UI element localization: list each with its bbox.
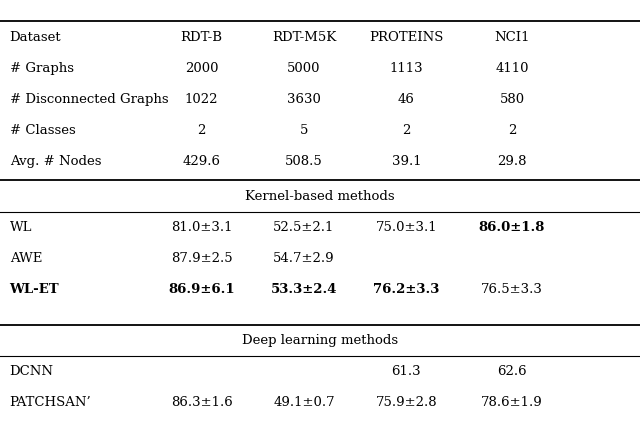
- Text: 580: 580: [499, 93, 525, 106]
- Text: 1022: 1022: [185, 93, 218, 106]
- Text: # Disconnected Graphs: # Disconnected Graphs: [10, 93, 168, 106]
- Text: 75.9±2.8: 75.9±2.8: [376, 396, 437, 409]
- Text: Dataset: Dataset: [10, 31, 61, 44]
- Text: 78.6±1.9: 78.6±1.9: [481, 396, 543, 409]
- Text: 29.8: 29.8: [497, 155, 527, 168]
- Text: 429.6: 429.6: [182, 155, 221, 168]
- Text: 2000: 2000: [185, 62, 218, 75]
- Text: PROTEINS: PROTEINS: [369, 31, 444, 44]
- Text: 86.3±1.6: 86.3±1.6: [171, 396, 232, 409]
- Text: RDT-B: RDT-B: [180, 31, 223, 44]
- Text: 86.0±1.8: 86.0±1.8: [479, 221, 545, 233]
- Text: WL-ET: WL-ET: [10, 283, 60, 296]
- Text: 54.7±2.9: 54.7±2.9: [273, 252, 335, 265]
- Text: 81.0±3.1: 81.0±3.1: [171, 221, 232, 233]
- Text: # Graphs: # Graphs: [10, 62, 74, 75]
- Text: PATCHSAN’: PATCHSAN’: [10, 396, 92, 409]
- Text: 87.9±2.5: 87.9±2.5: [171, 252, 232, 265]
- Text: 86.9±6.1: 86.9±6.1: [168, 283, 235, 296]
- Text: 39.1: 39.1: [392, 155, 421, 168]
- Text: Kernel-based methods: Kernel-based methods: [245, 190, 395, 202]
- Text: 508.5: 508.5: [285, 155, 323, 168]
- Text: 2: 2: [197, 124, 206, 137]
- Text: 76.5±3.3: 76.5±3.3: [481, 283, 543, 296]
- Text: 2: 2: [402, 124, 411, 137]
- Text: NCI1: NCI1: [494, 31, 530, 44]
- Text: 62.6: 62.6: [497, 365, 527, 378]
- Text: 4110: 4110: [495, 62, 529, 75]
- Text: Avg. # Nodes: Avg. # Nodes: [10, 155, 101, 168]
- Text: 1113: 1113: [390, 62, 423, 75]
- Text: DCNN: DCNN: [10, 365, 54, 378]
- Text: Deep learning methods: Deep learning methods: [242, 334, 398, 347]
- Text: AWE: AWE: [10, 252, 42, 265]
- Text: 2: 2: [508, 124, 516, 137]
- Text: 76.2±3.3: 76.2±3.3: [373, 283, 440, 296]
- Text: 3630: 3630: [287, 93, 321, 106]
- Text: 5000: 5000: [287, 62, 321, 75]
- Text: 46: 46: [398, 93, 415, 106]
- Text: RDT-M5K: RDT-M5K: [272, 31, 336, 44]
- Text: WL: WL: [10, 221, 32, 233]
- Text: 5: 5: [300, 124, 308, 137]
- Text: 52.5±2.1: 52.5±2.1: [273, 221, 335, 233]
- Text: 75.0±3.1: 75.0±3.1: [376, 221, 437, 233]
- Text: 49.1±0.7: 49.1±0.7: [273, 396, 335, 409]
- Text: 53.3±2.4: 53.3±2.4: [271, 283, 337, 296]
- Text: 61.3: 61.3: [392, 365, 421, 378]
- Text: # Classes: # Classes: [10, 124, 76, 137]
